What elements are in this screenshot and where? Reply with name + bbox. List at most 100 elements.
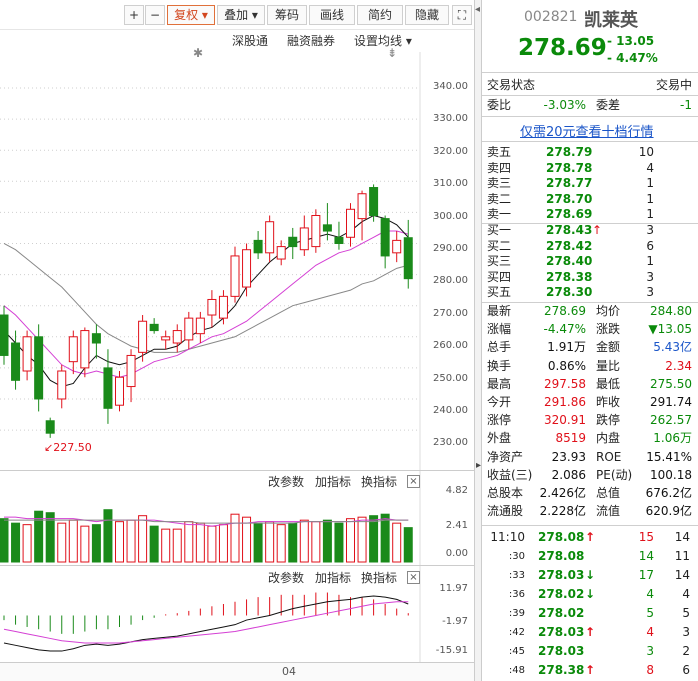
level2-promo-link[interactable]: 仅需20元查看十档行情 xyxy=(520,125,654,140)
ask-row[interactable]: 卖四 278.78 4 xyxy=(482,161,698,176)
margin-trading-link[interactable]: 融资融券 xyxy=(287,34,336,48)
volume-bar xyxy=(22,524,32,563)
price-change: - 13.05 xyxy=(607,34,655,48)
volume-bar xyxy=(380,513,390,563)
overlay-dropdown[interactable]: 叠加 ▾ xyxy=(217,5,265,25)
volume-bar xyxy=(149,525,159,563)
collapse-left-icon[interactable]: ◂ xyxy=(475,4,481,15)
ma-settings-dropdown[interactable]: 设置均线 ▾ xyxy=(354,34,412,48)
candle-body xyxy=(346,208,355,238)
macd-switch-indicator[interactable]: 换指标 xyxy=(361,571,398,585)
date-axis: 04 xyxy=(0,662,474,681)
stat-label: 涨停 xyxy=(487,413,512,428)
bid-row[interactable]: 买二 278.42 6 xyxy=(482,239,698,254)
weibi-label: 委比 xyxy=(487,98,512,112)
hide-label: 隐藏 xyxy=(414,8,439,22)
tick-time: :45 xyxy=(508,646,525,657)
vol-close-icon[interactable]: × xyxy=(407,475,420,488)
macd-edit-params[interactable]: 改参数 xyxy=(268,571,305,585)
tick-volume: 15 xyxy=(638,530,654,544)
tick-count: 6 xyxy=(682,663,690,677)
tick-arrow-icon: ↑ xyxy=(585,663,596,677)
tick-time: :48 xyxy=(508,665,525,676)
candle-body xyxy=(311,215,321,248)
hide-button[interactable]: 隐藏 xyxy=(405,5,449,25)
macd-add-indicator[interactable]: 加指标 xyxy=(315,571,352,585)
tick-row: :33 278.03 ↓ 17 14 xyxy=(482,567,698,584)
volume-bar xyxy=(91,524,101,563)
bid-volume: 6 xyxy=(646,238,654,253)
bid-row[interactable]: 买一 278.43 ↑ 3 xyxy=(482,223,698,238)
stat-label: ROE xyxy=(596,449,622,464)
stat-row: 涨停 320.91 跌停 262.57 xyxy=(482,412,698,429)
volume-bar xyxy=(334,522,344,563)
ma20-path xyxy=(3,243,409,353)
trade-status-label: 交易状态 xyxy=(487,78,536,92)
volume-bar xyxy=(253,522,263,563)
stat-label: 金额 xyxy=(596,340,621,355)
bid-row[interactable]: 买三 278.40 1 xyxy=(482,254,698,269)
bid-arrow-icon: ↑ xyxy=(592,223,603,237)
stat-row: 外盘 8519 内盘 1.06万 xyxy=(482,430,698,447)
price-tick-label: 300.00 xyxy=(433,210,468,222)
ask-row[interactable]: 卖二 278.70 1 xyxy=(482,192,698,207)
draw-line-button[interactable]: 画线 xyxy=(309,5,355,25)
tick-time: :42 xyxy=(508,627,525,638)
stock-code: 002821 xyxy=(524,9,578,25)
tick-row: 11:10 278.08 ↑ 15 14 xyxy=(482,529,698,546)
tick-volume: 4 xyxy=(646,587,654,601)
price-tick-label: 330.00 xyxy=(433,113,468,125)
stat-value: 2.426亿 xyxy=(539,486,586,500)
collapse-arrow-icon[interactable]: ▸ xyxy=(476,460,482,471)
candle-body xyxy=(103,367,113,409)
ask-volume: 1 xyxy=(646,191,654,206)
vol-switch-indicator[interactable]: 换指标 xyxy=(361,475,398,489)
hk-connect-link[interactable]: 深股通 xyxy=(232,34,269,48)
volume-bar xyxy=(161,528,171,563)
price-tick-label: 230.00 xyxy=(433,437,468,449)
volume-bars xyxy=(0,509,413,563)
ma5-line xyxy=(3,214,409,388)
ask-volume: 1 xyxy=(646,207,654,221)
weibi-row: 委比 -3.03% 委差 -1 xyxy=(482,97,698,114)
volume-bar xyxy=(288,522,298,563)
star-marker-icon: ✱ xyxy=(193,46,204,60)
macd-close-icon[interactable]: × xyxy=(407,571,420,584)
stat-label: 总值 xyxy=(596,486,621,500)
zoom-out-button[interactable]: − xyxy=(145,5,165,25)
ask-label: 卖一 xyxy=(487,207,512,221)
ask-row[interactable]: 卖一 278.69 1 xyxy=(482,207,698,222)
stat-row: 净资产 23.93 ROE 15.41% xyxy=(482,449,698,466)
vol-edit-params[interactable]: 改参数 xyxy=(268,475,305,489)
ma-settings-label: 设置均线 xyxy=(354,34,403,48)
volume-bar xyxy=(242,516,252,563)
volume-bar xyxy=(172,528,182,563)
fuquan-dropdown[interactable]: 复权 ▾ xyxy=(167,5,215,25)
panel-divider[interactable]: ◂ ▸ xyxy=(474,0,482,681)
bid-price: 278.38 xyxy=(546,269,593,284)
ask-row[interactable]: 卖五 278.79 10 xyxy=(482,145,698,160)
stat-row: 今开 291.86 昨收 291.74 xyxy=(482,394,698,411)
ask-price: 278.70 xyxy=(546,191,593,206)
current-price: 278.69 xyxy=(518,35,607,61)
overlay-label: 叠加 xyxy=(224,8,249,22)
vol-add-indicator[interactable]: 加指标 xyxy=(315,475,352,489)
tick-price: 278.02 xyxy=(538,587,585,601)
simple-mode-button[interactable]: 简约 xyxy=(357,5,403,25)
weicha-label: 委差 xyxy=(596,98,621,112)
kline-chart[interactable] xyxy=(0,0,474,681)
expand-icon[interactable]: ⛶ xyxy=(452,5,472,25)
bid-label: 买二 xyxy=(487,238,512,253)
zoom-in-button[interactable]: + xyxy=(124,5,144,25)
candle-body xyxy=(22,336,32,372)
bid-row[interactable]: 买四 278.38 3 xyxy=(482,270,698,285)
stat-label: 外盘 xyxy=(487,431,512,446)
ask-row[interactable]: 卖三 278.77 1 xyxy=(482,176,698,191)
bid-volume: 3 xyxy=(646,223,654,237)
bid-row[interactable]: 买五 278.30 3 xyxy=(482,285,698,300)
trade-status-row: 交易状态 交易中 xyxy=(482,77,698,94)
volume-bar xyxy=(207,525,217,563)
bid-price: 278.40 xyxy=(546,254,593,268)
stat-label: 量比 xyxy=(596,358,621,373)
chip-button[interactable]: 筹码 xyxy=(267,5,307,25)
